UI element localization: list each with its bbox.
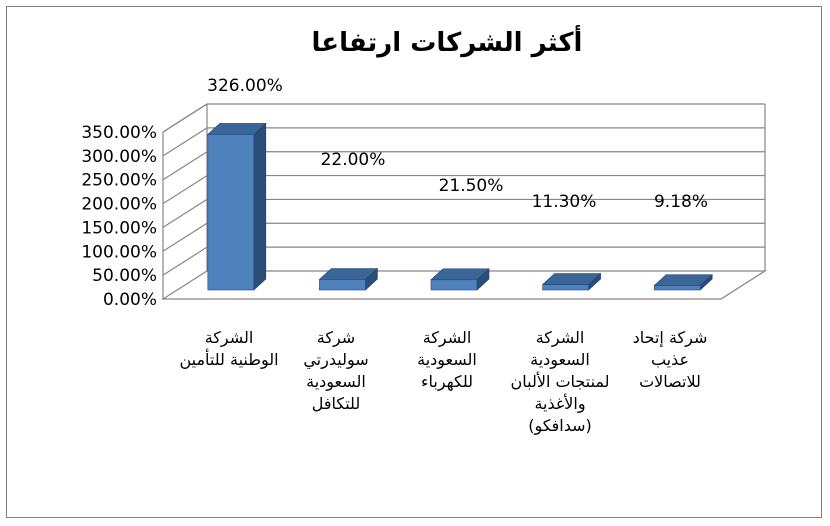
gridline-side (162, 151, 208, 181)
y-tick-label: 200.00% (81, 195, 157, 215)
data-label: 22.00% (321, 150, 386, 170)
data-label: 11.30% (532, 192, 597, 212)
category-label-line: شركة (317, 328, 355, 348)
gridline-side (162, 222, 208, 252)
category-label-line: (سدافكو) (528, 416, 591, 436)
category-label-line: السعودية (417, 350, 477, 370)
bar (430, 268, 490, 291)
gridlines (160, 103, 768, 300)
category-label: الشركة الوطنية للتأمين (179, 328, 278, 370)
category-label-line: للكهرباء (421, 372, 473, 392)
category-label-line: الشركة (423, 328, 472, 348)
y-tick-label: 0.00% (103, 290, 157, 310)
bar (207, 122, 267, 291)
category-label: الشركة السعودية للكهرباء (417, 328, 477, 392)
y-tick-label: 300.00% (81, 147, 157, 167)
data-labels: 326.00% 22.00% 21.50% 11.30% 9.18% (207, 76, 708, 212)
y-tick-label: 50.00% (92, 266, 157, 286)
bars (207, 122, 713, 291)
category-label-line: شركة إتحاد (633, 328, 708, 348)
category-label-line: السعودية (306, 372, 366, 392)
gridline-side (162, 127, 208, 157)
gridline-side (162, 198, 208, 228)
category-label-line: لمنتجات الألبان (510, 371, 609, 391)
chart-frame: أكثر الشركات ارتفاعا 0.00% 50.00% 100.00% 1… (6, 6, 822, 518)
category-label-line: سوليدرتي (303, 350, 368, 370)
y-tick-label: 150.00% (81, 218, 157, 238)
bar-front (542, 284, 589, 291)
category-label-line: السعودية (530, 350, 590, 370)
y-axis-tick-labels: 0.00% 50.00% 100.00% 150.00% 200.00% 250.00% 3… (81, 123, 157, 310)
category-label-line: عذيب (651, 350, 689, 369)
bar-front (207, 134, 255, 291)
y-tick-label: 350.00% (81, 123, 157, 143)
category-label-line: والأغذية (534, 393, 585, 414)
gridline-side (162, 175, 208, 205)
bar-side (253, 122, 267, 291)
data-label: 326.00% (207, 76, 283, 96)
category-label-line: للتكافل (312, 394, 360, 413)
category-label: الشركة السعودية لمنتجات الألبان والأغذية (سد… (510, 328, 609, 436)
bar (318, 267, 379, 291)
chart-title: أكثر الشركات ارتفاعا (312, 25, 583, 58)
bar-front (319, 279, 366, 291)
bar (653, 273, 713, 291)
category-label: شركة إتحاد عذيب للاتصالات (633, 328, 708, 391)
gridline-side (162, 246, 208, 276)
data-label: 9.18% (654, 192, 708, 212)
bar-front (653, 285, 701, 291)
category-label-line: الشركة (536, 328, 585, 348)
y-tick-label: 100.00% (81, 242, 157, 262)
data-label: 21.50% (439, 176, 504, 196)
category-label-line: للاتصالات (639, 372, 701, 391)
chart-svg: أكثر الشركات ارتفاعا 0.00% 50.00% 100.00% 1… (81, 25, 768, 436)
category-label-line: الشركة (205, 328, 254, 348)
category-label-line: الوطنية للتأمين (179, 348, 278, 370)
category-label: شركة سوليدرتي السعودية للتكافل (303, 328, 368, 413)
bar (541, 272, 602, 291)
bar-front (430, 279, 478, 291)
y-tick-label: 250.00% (81, 171, 157, 191)
wall-top-edge (162, 103, 208, 133)
